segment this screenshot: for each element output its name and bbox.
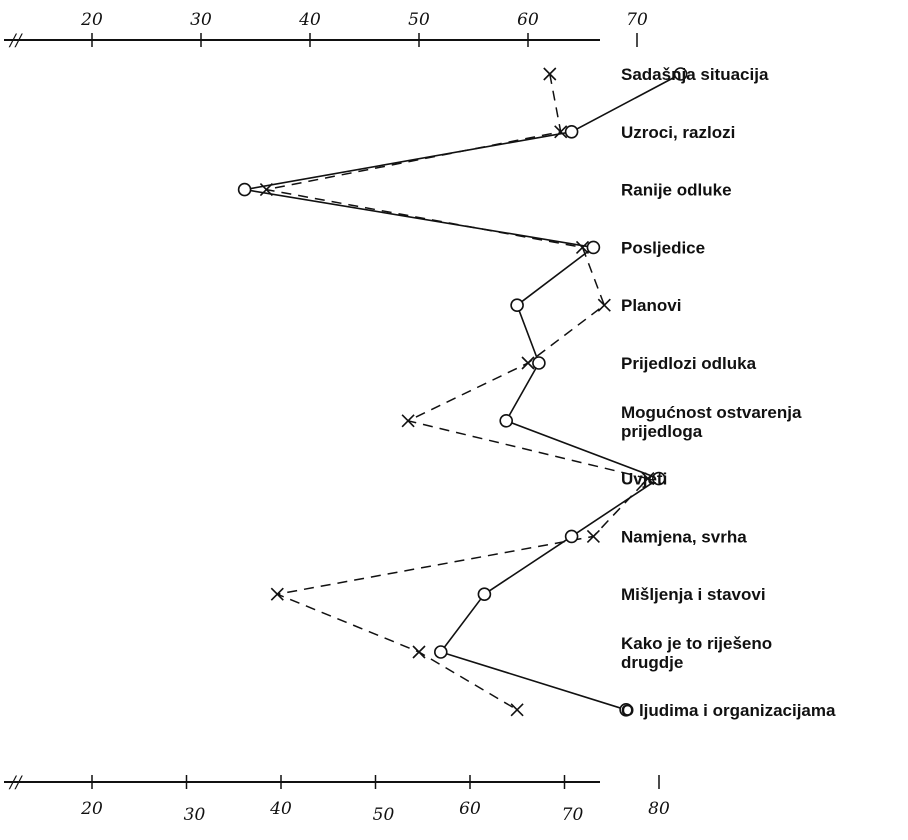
bottom-tick-label: 20 <box>80 799 103 819</box>
category-label: Uzroci, razlozi <box>621 123 735 142</box>
top-tick-label: 50 <box>408 10 430 30</box>
x-marker <box>543 67 557 81</box>
circle-marker <box>510 298 524 313</box>
bottom-tick-label: 40 <box>269 799 292 819</box>
top-axis: // 20 30 40 50 60 70 <box>4 10 648 51</box>
circle-marker <box>477 587 492 602</box>
circle-marker <box>619 702 633 717</box>
category-label: Mogućnost ostvarenja <box>621 403 802 422</box>
x-marker <box>575 240 590 254</box>
x-marker <box>401 414 415 428</box>
series-lines <box>243 73 681 711</box>
circle-marker <box>651 471 666 486</box>
circle-marker <box>433 645 448 659</box>
circle-marker <box>564 529 579 544</box>
series-markers <box>237 67 688 717</box>
top-tick-label: 60 <box>517 10 539 30</box>
category-label: Ranije odluke <box>621 181 732 200</box>
bottom-tick-label: 30 <box>184 805 206 825</box>
bottom-tick-label: 50 <box>373 805 395 825</box>
category-label: Namjena, svrha <box>621 527 747 546</box>
category-label: prijedloga <box>621 422 703 441</box>
category-label: Planovi <box>621 296 681 315</box>
top-axis-break: // <box>8 31 24 51</box>
top-tick-label: 40 <box>298 10 321 30</box>
category-label: Posljedice <box>621 238 705 257</box>
x-marker <box>641 472 655 486</box>
bottom-axis-break: // <box>8 773 24 793</box>
circle-marker <box>237 182 252 197</box>
x-marker <box>412 645 426 659</box>
bottom-tick-label: 80 <box>648 799 670 819</box>
circle-marker <box>586 240 601 255</box>
x-marker <box>586 529 600 543</box>
category-label: Prijedlozi odluka <box>621 354 757 373</box>
bottom-tick-label: 60 <box>459 799 481 819</box>
x-marker <box>554 125 568 139</box>
circle-marker <box>499 413 514 428</box>
bottom-axis: // 20 30 40 50 60 70 80 <box>4 773 670 825</box>
category-label: Uvjeti <box>621 470 667 489</box>
circle-marker <box>532 356 546 370</box>
top-tick-label: 20 <box>80 10 103 30</box>
category-label: Mišljenja i stavovi <box>621 585 766 604</box>
dashed-series-line <box>265 73 649 711</box>
x-marker <box>597 298 611 312</box>
x-marker <box>521 356 535 370</box>
top-tick-label: 70 <box>626 10 648 30</box>
x-marker <box>270 587 284 601</box>
category-label: Sadašnja situacija <box>621 65 769 84</box>
bottom-tick-label: 70 <box>562 805 584 825</box>
category-label: drugdje <box>621 653 683 672</box>
category-labels: Sadašnja situacija Uzroci, razlozi Ranije … <box>621 65 836 720</box>
category-label: O ljudima i organizacijama <box>621 701 836 720</box>
circle-marker <box>673 67 688 81</box>
x-marker <box>510 703 524 717</box>
top-tick-label: 30 <box>190 10 212 30</box>
x-marker <box>259 183 273 197</box>
category-label: Kako je to riješeno <box>621 634 772 653</box>
solid-series-line <box>243 73 681 711</box>
circle-marker <box>564 125 579 139</box>
